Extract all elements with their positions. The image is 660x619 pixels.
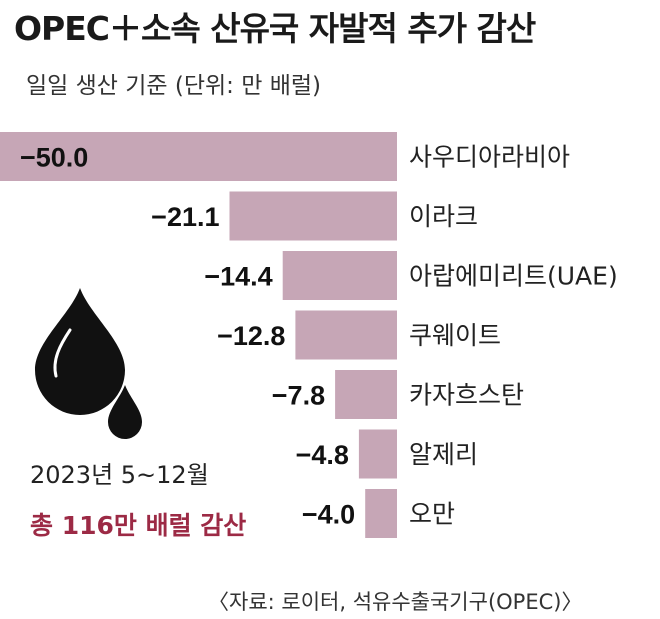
- small-oil-drop-icon: [108, 385, 142, 439]
- bar-5: [358, 429, 397, 479]
- bar-1: [229, 191, 397, 241]
- chart-subtitle: 일일 생산 기준 (단위: 만 배럴): [26, 73, 322, 99]
- total-cut-note: 총 116만 배럴 감산: [30, 511, 247, 540]
- bar-4: [335, 370, 397, 419]
- category-label-2: 아랍에미리트(UAE): [409, 262, 618, 291]
- chart-title: OPEC＋소속 산유국 자발적 추가 감산: [14, 9, 536, 48]
- large-oil-drop-icon: [35, 288, 125, 415]
- category-label-1: 이라크: [409, 202, 478, 231]
- category-label-5: 알제리: [409, 440, 478, 469]
- bar-6: [365, 489, 397, 538]
- large-oil-drop-highlight: [53, 328, 72, 378]
- category-label-4: 카자흐스탄: [409, 381, 524, 410]
- value-label-4: −7.8: [272, 381, 325, 411]
- value-label-3: −12.8: [217, 321, 285, 351]
- bar-0: [0, 132, 397, 181]
- category-label-6: 오만: [409, 500, 455, 529]
- value-label-6: −4.0: [302, 500, 355, 530]
- source-note: 〈자료: 로이터, 석유수출국기구(OPEC)〉: [208, 590, 583, 614]
- value-label-5: −4.8: [296, 440, 349, 470]
- category-label-0: 사우디아라비아: [409, 143, 570, 172]
- bar-3: [295, 310, 397, 360]
- bar-2: [282, 251, 397, 300]
- value-label-0: −50.0: [20, 143, 88, 173]
- period-note: 2023년 5~12월: [30, 461, 209, 489]
- category-label-3: 쿠웨이트: [409, 321, 501, 350]
- value-label-1: −21.1: [151, 202, 219, 232]
- value-label-2: −14.4: [204, 262, 272, 292]
